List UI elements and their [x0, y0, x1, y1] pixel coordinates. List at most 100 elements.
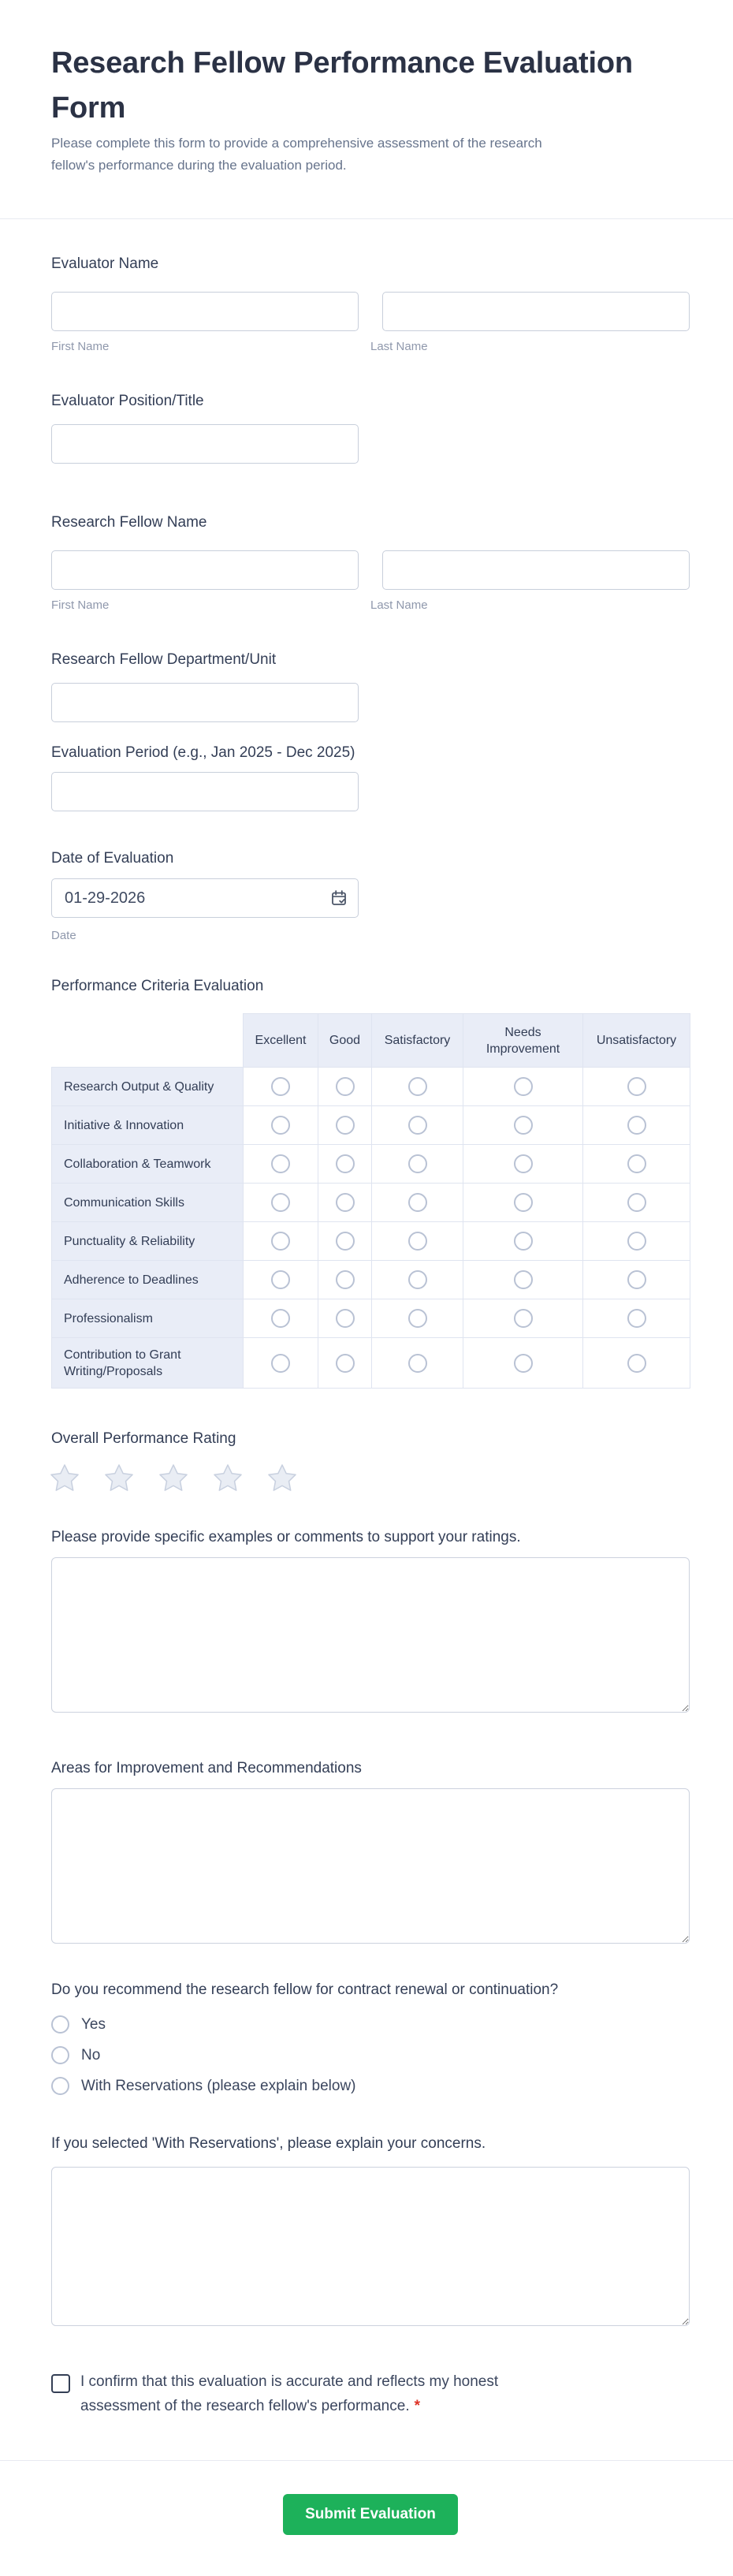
star-icon[interactable]	[50, 1463, 80, 1492]
radio-icon[interactable]	[271, 1270, 290, 1289]
rating-cell[interactable]	[371, 1183, 463, 1222]
rating-cell[interactable]	[318, 1221, 372, 1261]
radio-icon[interactable]	[335, 1353, 355, 1373]
radio-icon[interactable]	[627, 1154, 646, 1173]
radio-icon[interactable]	[513, 1232, 533, 1251]
evaluator-first-name-input[interactable]	[51, 292, 359, 331]
radio-icon[interactable]	[271, 1193, 290, 1212]
radio-icon[interactable]	[271, 1353, 290, 1373]
radio-icon[interactable]	[513, 1193, 533, 1212]
radio-icon[interactable]	[513, 1270, 533, 1289]
rating-cell[interactable]	[463, 1337, 583, 1389]
radio-option-with-reservations[interactable]: With Reservations (please explain below)	[51, 2077, 356, 2095]
evaluation-date-input[interactable]	[51, 878, 359, 918]
radio-icon[interactable]	[627, 1077, 646, 1096]
star-icon[interactable]	[104, 1463, 134, 1492]
radio-icon[interactable]	[513, 1116, 533, 1135]
checkbox-icon[interactable]	[51, 2374, 70, 2393]
rating-cell[interactable]	[371, 1337, 463, 1389]
calendar-icon[interactable]	[330, 889, 348, 907]
reservations-textarea[interactable]	[51, 2167, 690, 2326]
radio-icon[interactable]	[335, 1116, 355, 1135]
rating-cell[interactable]	[582, 1067, 690, 1106]
radio-icon[interactable]	[335, 1232, 355, 1251]
rating-cell[interactable]	[371, 1105, 463, 1145]
radio-icon[interactable]	[627, 1309, 646, 1328]
radio-icon[interactable]	[51, 2015, 69, 2034]
rating-cell[interactable]	[243, 1260, 318, 1299]
radio-icon[interactable]	[627, 1193, 646, 1212]
evaluation-period-input[interactable]	[51, 772, 359, 811]
rating-cell[interactable]	[243, 1299, 318, 1338]
rating-cell[interactable]	[318, 1299, 372, 1338]
radio-icon[interactable]	[627, 1270, 646, 1289]
rating-cell[interactable]	[371, 1260, 463, 1299]
radio-icon[interactable]	[513, 1309, 533, 1328]
radio-icon[interactable]	[271, 1232, 290, 1251]
rating-cell[interactable]	[582, 1105, 690, 1145]
rating-cell[interactable]	[582, 1144, 690, 1184]
rating-cell[interactable]	[243, 1144, 318, 1184]
radio-icon[interactable]	[335, 1309, 355, 1328]
rating-cell[interactable]	[463, 1067, 583, 1106]
rating-cell[interactable]	[371, 1067, 463, 1106]
rating-cell[interactable]	[463, 1260, 583, 1299]
radio-icon[interactable]	[407, 1309, 427, 1328]
star-icon[interactable]	[213, 1463, 243, 1492]
star-icon[interactable]	[158, 1463, 188, 1492]
radio-icon[interactable]	[407, 1353, 427, 1373]
radio-icon[interactable]	[407, 1154, 427, 1173]
radio-icon[interactable]	[271, 1154, 290, 1173]
rating-cell[interactable]	[318, 1105, 372, 1145]
rating-cell[interactable]	[371, 1221, 463, 1261]
rating-cell[interactable]	[243, 1105, 318, 1145]
improvement-textarea[interactable]	[51, 1788, 690, 1944]
rating-cell[interactable]	[582, 1183, 690, 1222]
rating-cell[interactable]	[463, 1105, 583, 1145]
radio-icon[interactable]	[271, 1077, 290, 1096]
rating-cell[interactable]	[243, 1221, 318, 1261]
rating-cell[interactable]	[463, 1183, 583, 1222]
radio-icon[interactable]	[335, 1270, 355, 1289]
evaluator-position-input[interactable]	[51, 424, 359, 464]
rating-cell[interactable]	[318, 1144, 372, 1184]
radio-icon[interactable]	[407, 1270, 427, 1289]
radio-icon[interactable]	[271, 1309, 290, 1328]
radio-option-yes[interactable]: Yes	[51, 2015, 356, 2034]
radio-icon[interactable]	[407, 1232, 427, 1251]
fellow-first-name-input[interactable]	[51, 550, 359, 590]
rating-cell[interactable]	[243, 1337, 318, 1389]
rating-cell[interactable]	[371, 1299, 463, 1338]
fellow-department-input[interactable]	[51, 683, 359, 722]
radio-icon[interactable]	[627, 1353, 646, 1373]
radio-icon[interactable]	[627, 1116, 646, 1135]
rating-cell[interactable]	[318, 1067, 372, 1106]
rating-cell[interactable]	[243, 1067, 318, 1106]
rating-cell[interactable]	[371, 1144, 463, 1184]
evaluator-last-name-input[interactable]	[382, 292, 690, 331]
radio-icon[interactable]	[51, 2046, 69, 2064]
rating-cell[interactable]	[582, 1260, 690, 1299]
star-icon[interactable]	[267, 1463, 297, 1492]
radio-icon[interactable]	[513, 1353, 533, 1373]
submit-button[interactable]: Submit Evaluation	[283, 2494, 458, 2535]
fellow-last-name-input[interactable]	[382, 550, 690, 590]
comments-textarea[interactable]	[51, 1557, 690, 1713]
radio-icon[interactable]	[335, 1154, 355, 1173]
rating-cell[interactable]	[582, 1299, 690, 1338]
radio-icon[interactable]	[513, 1077, 533, 1096]
radio-icon[interactable]	[407, 1077, 427, 1096]
radio-icon[interactable]	[407, 1116, 427, 1135]
radio-icon[interactable]	[51, 2077, 69, 2095]
rating-cell[interactable]	[318, 1337, 372, 1389]
radio-icon[interactable]	[335, 1077, 355, 1096]
rating-cell[interactable]	[318, 1260, 372, 1299]
rating-cell[interactable]	[463, 1299, 583, 1338]
radio-icon[interactable]	[407, 1193, 427, 1212]
rating-cell[interactable]	[318, 1183, 372, 1222]
radio-option-no[interactable]: No	[51, 2046, 356, 2064]
radio-icon[interactable]	[335, 1193, 355, 1212]
radio-icon[interactable]	[513, 1154, 533, 1173]
radio-icon[interactable]	[627, 1232, 646, 1251]
radio-icon[interactable]	[271, 1116, 290, 1135]
